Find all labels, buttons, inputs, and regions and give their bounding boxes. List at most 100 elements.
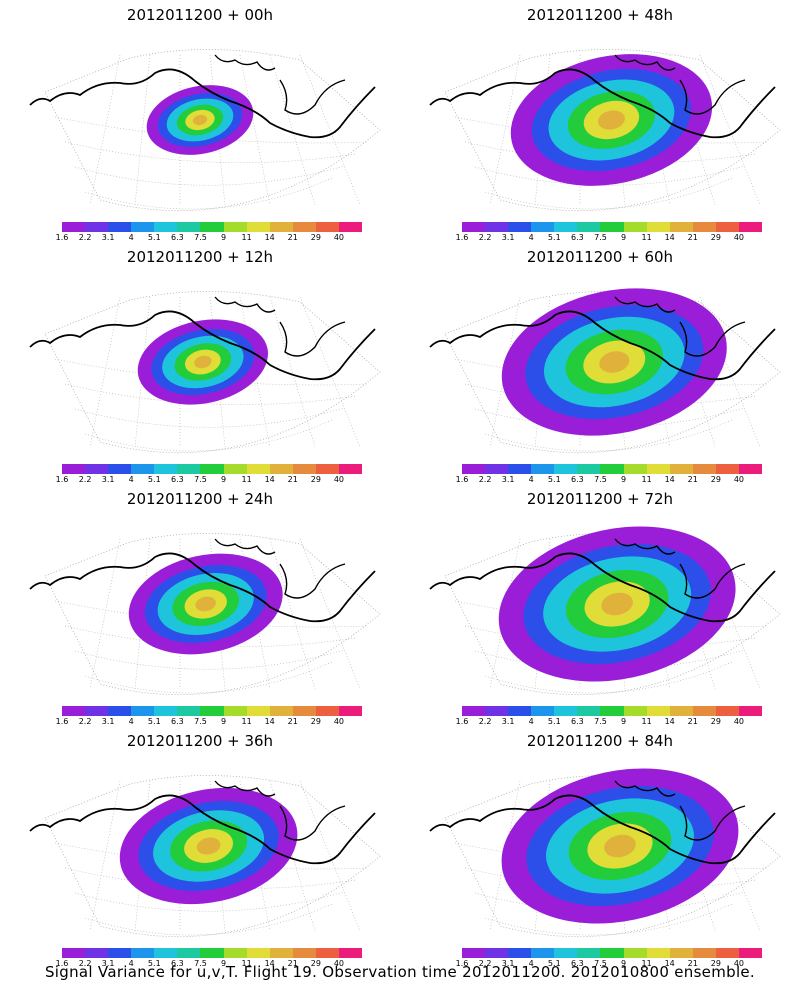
colorbar-tick-label: 11: [641, 233, 652, 242]
colorbar-tick-label: 6.3: [171, 717, 184, 726]
colorbar-tick-label: 21: [287, 717, 298, 726]
variance-field: [510, 54, 713, 186]
colorbar-swatch: [62, 222, 86, 232]
colorbar-tick-label: 11: [241, 475, 252, 484]
colorbar: 1.6 2.2 3.1 4 5.1 6.3 7.5 9 11 14 21 29 40: [456, 222, 763, 248]
colorbar-tick-label: 14: [664, 717, 675, 726]
colorbar-tick-label: 3.1: [101, 233, 115, 242]
colorbar-tick-label: 40: [333, 959, 345, 968]
colorbar-swatch: [223, 222, 247, 232]
panel-title: 2012011200 + 60h: [526, 248, 674, 266]
coastline: [29, 794, 376, 865]
colorbar-tick-label: 5.1: [547, 475, 561, 484]
colorbar-swatch: [154, 706, 178, 716]
map-panel: 2012011200 + 72h 1.6 2.2 3.1 4 5.1 6.3 7.5 9 11 14…: [400, 484, 800, 726]
colorbar-swatch: [246, 706, 270, 716]
panel-title: 2012011200 + 24h: [126, 490, 274, 508]
colorbar-tick-label: 6.3: [571, 717, 584, 726]
variance-map: [429, 526, 781, 696]
map-frame: [444, 775, 781, 938]
colorbar-tick-label: 29: [310, 475, 321, 484]
colorbar-tick-label: 7.5: [594, 233, 607, 242]
colorbar-tick-label: 9: [620, 475, 627, 484]
figure-caption: Signal Variance for u,v,T. Flight 19. Ob…: [44, 963, 756, 981]
colorbar-swatch: [554, 948, 578, 958]
colorbar-swatch: [669, 706, 693, 716]
colorbar-tick-label: 4: [528, 959, 534, 968]
colorbar-tick-label: 29: [310, 233, 321, 242]
colorbar-swatch: [623, 464, 647, 474]
map-panel: 2012011200 + 12h 1.6 2.2 3.1 4 5.1 6.3 7.5 9 11 14…: [0, 242, 400, 484]
variance-map: [429, 49, 781, 212]
colorbar-tick-label: 2.2: [478, 717, 492, 726]
colorbar-swatch: [292, 464, 316, 474]
colorbar-tick-label: 2.2: [478, 233, 492, 242]
colorbar-swatch: [554, 464, 578, 474]
variance-field: [119, 787, 298, 905]
colorbar-swatch: [315, 464, 339, 474]
colorbar-swatch: [269, 464, 293, 474]
colorbar-swatch: [485, 222, 509, 232]
colorbar-swatch: [131, 222, 155, 232]
colorbar-swatches: [62, 464, 363, 474]
panel-title: 2012011200 + 84h: [526, 732, 674, 750]
colorbar-tick-label: 4: [528, 717, 534, 726]
colorbar-labels: 1.6 2.2 3.1 4 5.1 6.3 7.5 9 11 14 21 29 40: [456, 232, 762, 244]
colorbar-swatch: [738, 222, 763, 232]
colorbar-tick-label: 1.6: [55, 475, 69, 484]
colorbar-tick-label: 1.6: [55, 717, 69, 726]
colorbar-swatch: [200, 464, 224, 474]
colorbar-swatch: [200, 222, 224, 232]
colorbar-tick-label: 3.1: [501, 475, 515, 484]
colorbar-labels: 1.6 2.2 3.1 4 5.1 6.3 7.5 9 11 14 21 29 40: [56, 716, 362, 728]
colorbar-tick-label: 2.2: [78, 717, 92, 726]
colorbar-swatch: [600, 222, 624, 232]
colorbar-swatches: [462, 222, 763, 232]
colorbar-swatch: [338, 706, 363, 716]
colorbar-swatch: [669, 222, 693, 232]
colorbar-swatch: [669, 948, 693, 958]
colorbar-tick-label: 11: [641, 717, 652, 726]
colorbar-tick-label: 1.6: [55, 959, 69, 968]
colorbar-tick-label: 9: [220, 475, 227, 484]
variance-map: [29, 291, 381, 454]
colorbar-tick-label: 40: [733, 233, 745, 242]
colorbar-swatch: [131, 948, 155, 958]
colorbar: 1.6 2.2 3.1 4 5.1 6.3 7.5 9 11 14 21 29 40: [456, 948, 763, 974]
colorbar-swatch: [108, 706, 132, 716]
colorbar-tick-label: 4: [528, 475, 534, 484]
coastline: [29, 310, 376, 381]
variance-field: [501, 288, 727, 436]
colorbar-tick-label: 29: [710, 717, 721, 726]
colorbar-swatch: [62, 706, 86, 716]
colorbar-labels: 1.6 2.2 3.1 4 5.1 6.3 7.5 9 11 14 21 29 40: [56, 958, 362, 970]
arctic-coastline: [614, 538, 746, 599]
colorbar-swatch: [154, 222, 178, 232]
colorbar-tick-label: 21: [687, 233, 698, 242]
colorbar-swatch: [738, 706, 763, 716]
map-frame: [44, 533, 381, 696]
map-frame: [44, 291, 381, 454]
colorbar-swatch: [223, 464, 247, 474]
colorbar-tick-label: 14: [264, 475, 275, 484]
colorbar-swatch: [531, 464, 555, 474]
colorbar-tick-label: 5.1: [147, 959, 161, 968]
colorbar-tick-label: 11: [241, 233, 252, 242]
colorbar-swatch: [692, 222, 716, 232]
colorbar-tick-label: 21: [287, 959, 298, 968]
colorbar-swatch: [646, 464, 670, 474]
colorbar-tick-label: 21: [287, 233, 298, 242]
colorbar-tick-label: 40: [733, 959, 745, 968]
colorbar-swatches: [462, 464, 763, 474]
arctic-coastline: [214, 296, 346, 357]
map-panel: 2012011200 + 24h 1.6 2.2 3.1 4 5.1 6.3 7.5 9 11 14…: [0, 484, 400, 726]
map-panel: 2012011200 + 00h 1.6 2.2 3.1 4 5.1 6.3 7.5 9 11 14…: [0, 0, 400, 242]
variance-field: [137, 319, 268, 405]
colorbar-swatch: [200, 706, 224, 716]
colorbar-swatch: [338, 222, 363, 232]
coastline: [29, 68, 376, 139]
colorbar-tick-label: 14: [264, 959, 275, 968]
colorbar-swatch: [462, 222, 486, 232]
colorbar-swatch: [669, 464, 693, 474]
colorbar-labels: 1.6 2.2 3.1 4 5.1 6.3 7.5 9 11 14 21 29 40: [456, 958, 762, 970]
